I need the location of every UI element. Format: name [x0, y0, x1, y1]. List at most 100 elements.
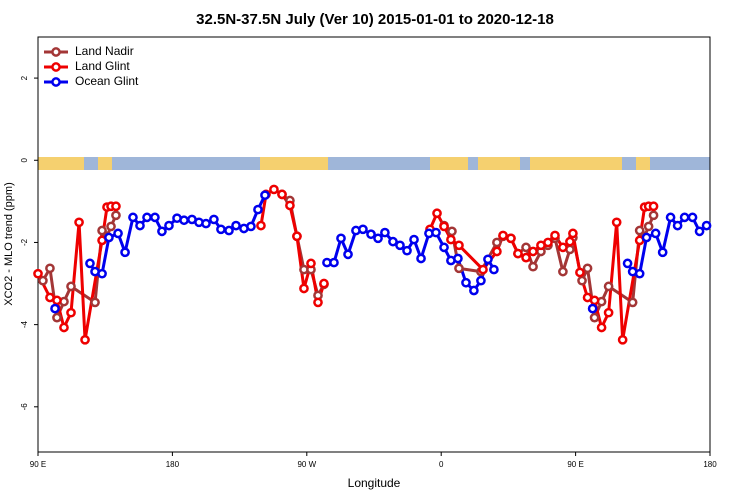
point: [498, 230, 508, 241]
point: [150, 212, 160, 223]
point: [299, 283, 309, 294]
point: [528, 261, 538, 272]
point: [634, 268, 645, 279]
point: [388, 236, 398, 247]
point: [246, 221, 256, 232]
point: [657, 247, 668, 258]
legend-label: Land Nadir: [75, 44, 134, 58]
point: [66, 281, 76, 292]
point: [269, 184, 279, 195]
point: [492, 246, 502, 257]
point: [650, 228, 661, 239]
point: [587, 303, 598, 314]
point: [454, 263, 464, 274]
point: [521, 242, 531, 253]
point: [106, 221, 116, 232]
land-band: [430, 157, 468, 170]
point: [478, 264, 488, 275]
point: [179, 215, 189, 226]
point: [111, 201, 121, 212]
y-axis-label: XCO2 - MLO trend (ppm): [3, 182, 15, 305]
x-tick-label: 0: [439, 460, 444, 469]
y-tick-label: -6: [20, 403, 29, 411]
point: [634, 225, 645, 236]
point: [589, 312, 600, 323]
legend-marker: [51, 47, 61, 57]
point: [461, 277, 471, 288]
point: [97, 268, 107, 279]
point: [343, 249, 353, 260]
x-tick-label: 90 W: [297, 460, 316, 469]
point: [52, 312, 62, 323]
point: [135, 220, 145, 231]
point: [513, 248, 523, 259]
point: [568, 228, 578, 239]
point: [596, 322, 607, 333]
point: [90, 297, 100, 308]
point: [582, 263, 593, 274]
point: [432, 208, 442, 219]
point: [395, 240, 405, 251]
point: [483, 254, 493, 265]
land-band: [260, 157, 328, 170]
x-tick-label: 90 E: [567, 460, 583, 469]
point: [113, 228, 123, 239]
point: [439, 221, 449, 232]
x-tick-label: 180: [166, 460, 180, 469]
legend-marker: [51, 77, 61, 87]
point: [111, 210, 121, 221]
point: [521, 252, 531, 263]
point: [216, 224, 226, 235]
point: [665, 212, 676, 223]
point: [611, 217, 622, 228]
point: [128, 212, 138, 223]
point: [50, 303, 60, 314]
land-band: [636, 157, 650, 170]
point: [648, 210, 659, 221]
point: [558, 266, 568, 277]
y-tick-label: -4: [20, 321, 29, 329]
point: [701, 220, 712, 231]
point: [528, 246, 538, 257]
legend-label: Ocean Glint: [75, 74, 139, 88]
point: [285, 200, 295, 211]
point: [373, 233, 383, 244]
point: [292, 231, 302, 242]
point: [416, 253, 426, 264]
point: [543, 237, 553, 248]
point: [277, 189, 287, 200]
point: [358, 224, 368, 235]
point: [380, 227, 390, 238]
land-ocean-strip: [38, 157, 710, 170]
point: [687, 212, 698, 223]
y-tick-label: 0: [20, 157, 29, 162]
point: [402, 245, 412, 256]
legend-marker: [51, 62, 61, 72]
point: [565, 236, 575, 247]
point: [603, 281, 614, 292]
point: [454, 240, 464, 251]
point: [313, 297, 323, 308]
point: [336, 233, 346, 244]
point: [589, 295, 600, 306]
point: [558, 242, 568, 253]
point: [672, 220, 683, 231]
x-tick-label: 90 E: [30, 460, 46, 469]
land-band: [478, 157, 520, 170]
point: [643, 221, 654, 232]
land-band: [530, 157, 622, 170]
point: [453, 253, 463, 264]
plot-frame: [37, 36, 711, 453]
point: [577, 275, 587, 286]
point: [617, 334, 628, 345]
land-band: [38, 157, 84, 170]
point: [679, 212, 690, 223]
point: [201, 218, 211, 229]
point: [260, 190, 270, 201]
point: [622, 258, 633, 269]
point: [157, 226, 167, 237]
point: [231, 220, 241, 231]
point: [627, 297, 638, 308]
point: [33, 268, 43, 279]
